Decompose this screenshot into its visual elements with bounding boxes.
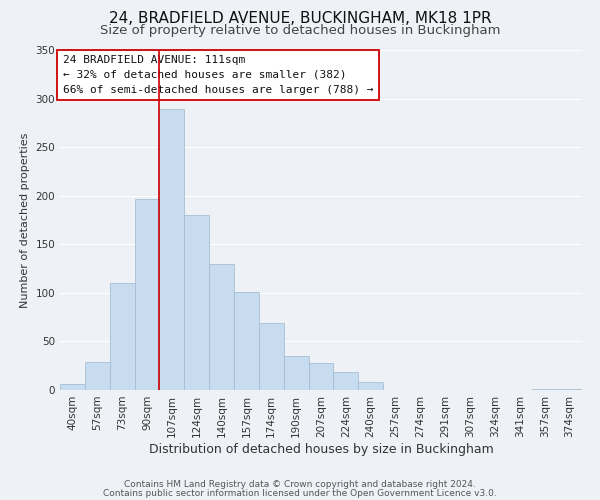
Text: Contains HM Land Registry data © Crown copyright and database right 2024.: Contains HM Land Registry data © Crown c…	[124, 480, 476, 489]
Text: Contains public sector information licensed under the Open Government Licence v3: Contains public sector information licen…	[103, 488, 497, 498]
Bar	[532, 389, 557, 390]
Bar	[134, 198, 160, 390]
Bar	[284, 356, 308, 390]
Bar	[259, 323, 284, 390]
Bar	[85, 362, 110, 390]
Bar	[334, 372, 358, 390]
Bar	[209, 264, 234, 390]
Bar	[557, 389, 582, 390]
Text: 24 BRADFIELD AVENUE: 111sqm
← 32% of detached houses are smaller (382)
66% of se: 24 BRADFIELD AVENUE: 111sqm ← 32% of det…	[62, 55, 373, 94]
X-axis label: Distribution of detached houses by size in Buckingham: Distribution of detached houses by size …	[149, 442, 493, 456]
Bar	[308, 363, 334, 390]
Text: 24, BRADFIELD AVENUE, BUCKINGHAM, MK18 1PR: 24, BRADFIELD AVENUE, BUCKINGHAM, MK18 1…	[109, 11, 491, 26]
Y-axis label: Number of detached properties: Number of detached properties	[20, 132, 30, 308]
Bar	[234, 292, 259, 390]
Bar	[60, 384, 85, 390]
Bar	[358, 382, 383, 390]
Bar	[160, 110, 184, 390]
Text: Size of property relative to detached houses in Buckingham: Size of property relative to detached ho…	[100, 24, 500, 37]
Bar	[184, 215, 209, 390]
Bar	[110, 283, 134, 390]
